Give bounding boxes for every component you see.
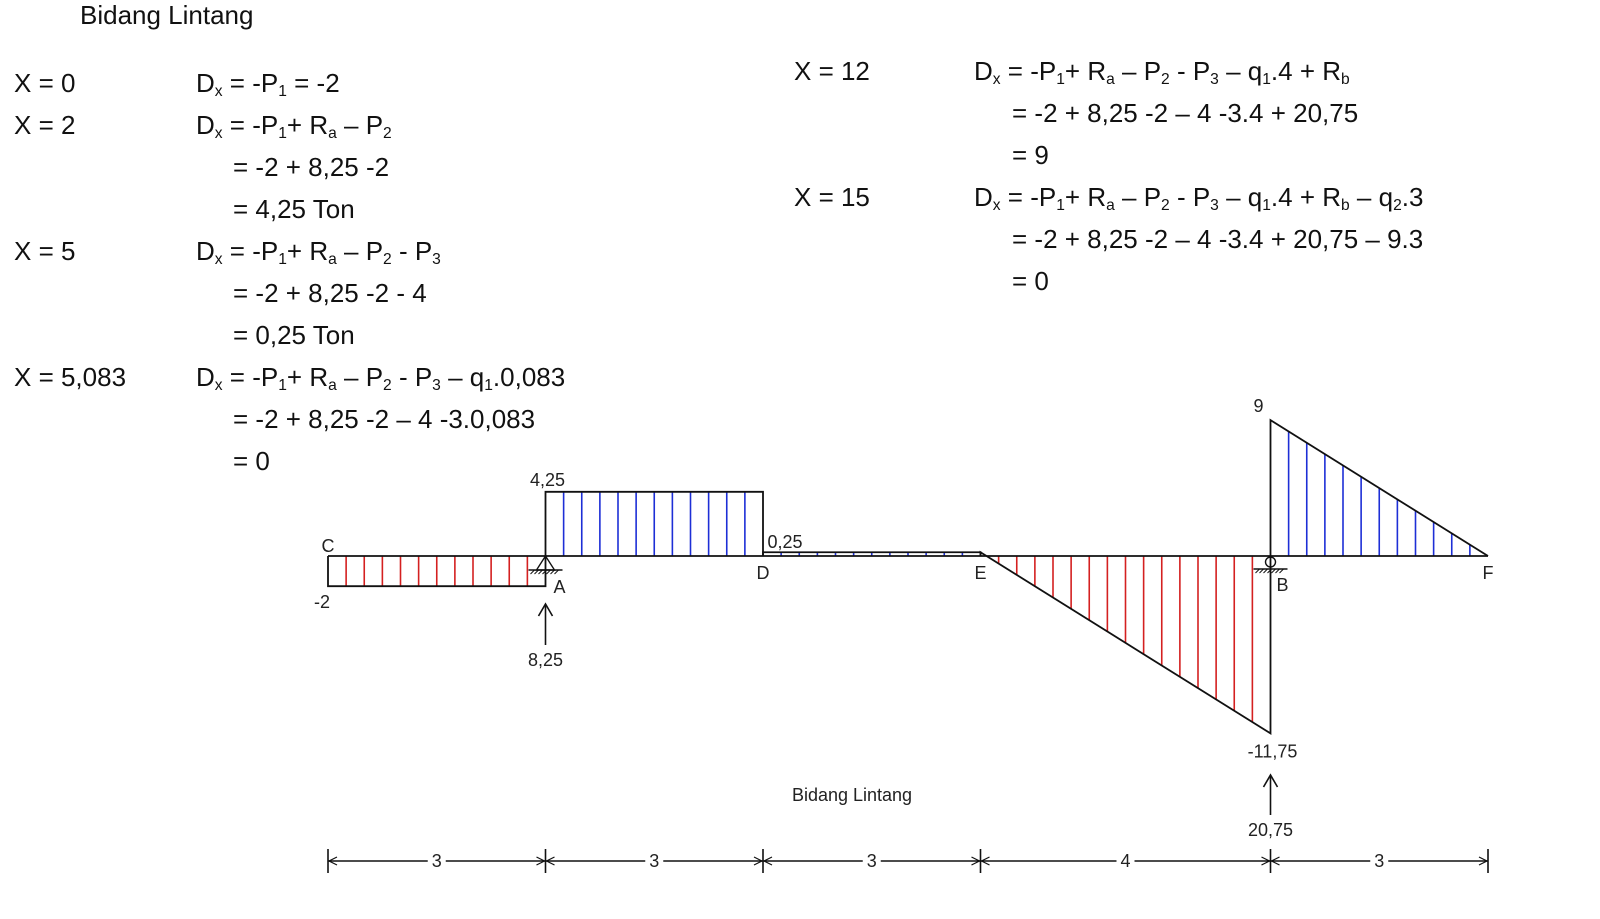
left-equation: = 0,25 Ton (233, 320, 355, 350)
right-calculations: X = 12 Dx = -P1+ Ra – P2 - P3 – q1.4 + Rb… (794, 50, 1594, 302)
right-equation: = 9 (1012, 140, 1049, 170)
value-label-c: -2 (314, 592, 330, 612)
shear-outline (544, 490, 764, 556)
value-label-a: 4,25 (530, 470, 565, 490)
pin-support-a-hatch (542, 569, 547, 575)
right-x-label: X = 15 (794, 182, 870, 212)
shear-outline (1269, 418, 1489, 557)
right-equation: = -2 + 8,25 -2 – 4 -3.4 + 20,75 – 9.3 (1012, 224, 1424, 254)
right-equation: Dx = -P1+ Ra – P2 - P3 – q1.4 + Rb – q2.… (974, 182, 1424, 214)
right-equation: Dx = -P1+ Ra – P2 - P3 – q1.4 + Rb (974, 56, 1350, 88)
dimension-arrow (980, 856, 990, 866)
reaction-a-head (537, 602, 554, 617)
roller-support-b-hatch (1263, 568, 1268, 574)
dimension-label-bg (1370, 851, 1389, 871)
diagram-caption: Bidang Lintang (792, 785, 912, 805)
dimension-label-bg (1116, 851, 1135, 871)
page-title: Bidang Lintang (80, 0, 254, 30)
left-line: X = 5 Dx = -P1+ Ra – P2 - P3 (14, 230, 734, 272)
left-equation: Dx = -P1+ Ra – P2 - P3 – q1.0,083 (196, 362, 566, 394)
roller-support-b-hatch (1271, 568, 1276, 574)
point-label-c: C (322, 536, 335, 556)
shear-outline (979, 550, 1272, 736)
pin-support-a-hatch (538, 569, 543, 575)
dimension-arrow (753, 856, 764, 866)
point-label-a: A (553, 577, 565, 597)
dimension-arrow (762, 856, 773, 866)
dimension-arrow (1270, 856, 1280, 866)
point-label-d: D (757, 563, 770, 583)
left-x-label: X = 0 (14, 68, 76, 98)
reaction-a-label: 8,25 (528, 650, 563, 670)
left-line: X = 0 Dx = -P1 = -2 (14, 62, 734, 104)
left-line: = -2 + 8,25 -2 (14, 146, 734, 188)
span-label: 3 (1374, 851, 1384, 871)
pin-support-a-hatch (546, 569, 551, 575)
roller-support-b-hatch (1267, 568, 1272, 574)
left-equation: Dx = -P1+ Ra – P2 (196, 110, 392, 142)
right-line: = 9 (794, 134, 1594, 176)
left-line: = -2 + 8,25 -2 – 4 -3.0,083 (14, 398, 734, 440)
roller-support-b-hatch (1275, 568, 1280, 574)
left-equation: Dx = -P1 = -2 (196, 68, 340, 100)
left-equation: Dx = -P1+ Ra – P2 - P3 (196, 236, 441, 268)
right-line: X = 12 Dx = -P1+ Ra – P2 - P3 – q1.4 + Rb (794, 50, 1594, 92)
left-line: = -2 + 8,25 -2 - 4 (14, 272, 734, 314)
left-calculations: X = 0 Dx = -P1 = -2 X = 2 Dx = -P1+ Ra – P2… (14, 62, 734, 482)
right-equation: = -2 + 8,25 -2 – 4 -3.4 + 20,75 (1012, 98, 1359, 128)
roller-support-b-hatch (1255, 568, 1260, 574)
left-line: X = 5,083 Dx = -P1+ Ra – P2 - P3 – q1.0,0… (14, 356, 734, 398)
span-label: 3 (649, 851, 659, 871)
left-equation: = 0 (233, 446, 270, 476)
right-x-label: X = 12 (794, 56, 870, 86)
roller-support-b (1264, 556, 1277, 568)
right-line: = 0 (794, 260, 1594, 302)
point-label-b: B (1276, 575, 1288, 595)
dimension-label-bg (862, 851, 881, 871)
value-label-d: 0,25 (767, 532, 802, 552)
dimension-arrow (1261, 856, 1271, 866)
roller-support-b-hatch (1279, 568, 1284, 574)
pin-support-a-hatch (550, 569, 555, 575)
value-label-b-top: 9 (1253, 396, 1263, 416)
left-x-label: X = 2 (14, 110, 76, 140)
value-label-b-bottom: -11,75 (1248, 741, 1298, 761)
right-line: = -2 + 8,25 -2 – 4 -3.4 + 20,75 (794, 92, 1594, 134)
dimension-label-bg (427, 851, 446, 871)
pin-support-a-hatch (530, 569, 535, 575)
left-equation: = 4,25 Ton (233, 194, 355, 224)
left-line: = 0,25 Ton (14, 314, 734, 356)
dimension-arrow (971, 856, 981, 866)
left-x-label: X = 5 (14, 236, 76, 266)
dimension-arrow (545, 856, 555, 866)
dimension-arrow (327, 856, 338, 866)
left-equation: = -2 + 8,25 -2 - 4 (233, 278, 427, 308)
dimension-arrow (536, 856, 546, 866)
pin-support-a-hatch (534, 569, 539, 575)
dimension-label-bg (645, 851, 664, 871)
roller-support-b-hatch (1259, 568, 1264, 574)
point-label-e: E (974, 563, 986, 583)
right-equation: = 0 (1012, 266, 1049, 296)
point-label-f: F (1483, 563, 1494, 583)
left-line: = 0 (14, 440, 734, 482)
dimension-arrow (1478, 856, 1489, 866)
pin-support-a-hatch (554, 569, 559, 575)
left-equation: = -2 + 8,25 -2 – 4 -3.0,083 (233, 404, 536, 434)
right-line: X = 15 Dx = -P1+ Ra – P2 - P3 – q1.4 + Rb… (794, 176, 1594, 218)
left-x-label: X = 5,083 (14, 362, 127, 392)
span-label: 4 (1120, 851, 1130, 871)
left-line: = 4,25 Ton (14, 188, 734, 230)
span-label: 3 (432, 851, 442, 871)
reaction-b-head (1262, 773, 1279, 788)
right-line: = -2 + 8,25 -2 – 4 -3.4 + 20,75 – 9.3 (794, 218, 1594, 260)
left-equation: = -2 + 8,25 -2 (233, 152, 390, 182)
left-line: X = 2 Dx = -P1+ Ra – P2 (14, 104, 734, 146)
reaction-b-label: 20,75 (1248, 820, 1293, 840)
span-label: 3 (867, 851, 877, 871)
